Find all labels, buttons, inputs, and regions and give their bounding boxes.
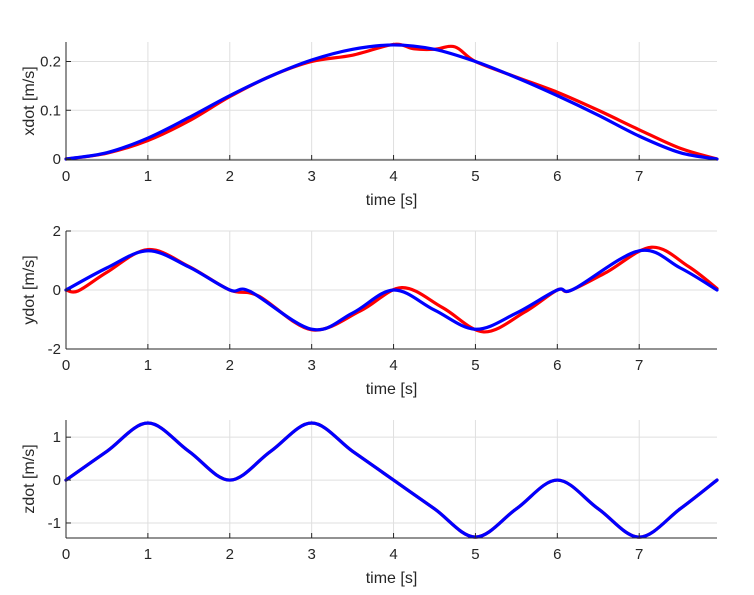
- y-tick-label: 0: [53, 282, 61, 299]
- x-tick-label: 6: [553, 546, 561, 563]
- x-tick-label: 7: [635, 546, 643, 563]
- x-tick-label: 6: [553, 357, 561, 374]
- y-tick-label: -2: [48, 341, 61, 358]
- y-tick-label: 0: [53, 472, 61, 489]
- x-tick-label: 5: [471, 357, 479, 374]
- series-line-1: [64, 42, 719, 161]
- subplot-1: 0 1 2 3 4 5 6 7 0 0.1 0.2 time [s] xdot [m/s]: [21, 42, 719, 209]
- y-tick-label: 0.2: [40, 54, 61, 71]
- y-axis-label: ydot [m/s]: [21, 255, 38, 324]
- y-tick-label: 2: [53, 223, 61, 240]
- x-tick-label: 1: [144, 546, 152, 563]
- x-tick-label: 4: [389, 357, 397, 374]
- y-axis-label: zdot [m/s]: [21, 444, 38, 513]
- y-tick-label: -1: [48, 515, 61, 532]
- series-line-2: [64, 421, 719, 539]
- x-tick-label: 2: [226, 357, 234, 374]
- x-tick-label: 6: [553, 168, 561, 185]
- x-tick-label: 4: [389, 546, 397, 563]
- x-axis-label: time [s]: [366, 570, 418, 587]
- x-tick-label: 2: [226, 168, 234, 185]
- x-tick-label: 4: [389, 168, 397, 185]
- x-tick-label: 7: [635, 168, 643, 185]
- x-tick-label: 0: [62, 168, 70, 185]
- x-tick-label: 3: [307, 168, 315, 185]
- x-tick-label: 5: [471, 546, 479, 563]
- series-line-2: [64, 248, 719, 332]
- x-axis-label: time [s]: [366, 192, 418, 209]
- y-tick-label: 1: [53, 429, 61, 446]
- series-line-2: [64, 43, 719, 161]
- x-tick-label: 1: [144, 357, 152, 374]
- x-tick-label: 2: [226, 546, 234, 563]
- y-tick-label: 0.1: [40, 102, 61, 119]
- y-axis-label: xdot [m/s]: [21, 66, 38, 135]
- y-tick-label: 0: [53, 151, 61, 168]
- x-tick-label: 3: [307, 357, 315, 374]
- x-tick-label: 1: [144, 168, 152, 185]
- x-tick-label: 0: [62, 357, 70, 374]
- x-tick-label: 5: [471, 168, 479, 185]
- x-tick-label: 3: [307, 546, 315, 563]
- x-tick-label: 7: [635, 357, 643, 374]
- x-tick-label: 0: [62, 546, 70, 563]
- x-axis-label: time [s]: [366, 381, 418, 398]
